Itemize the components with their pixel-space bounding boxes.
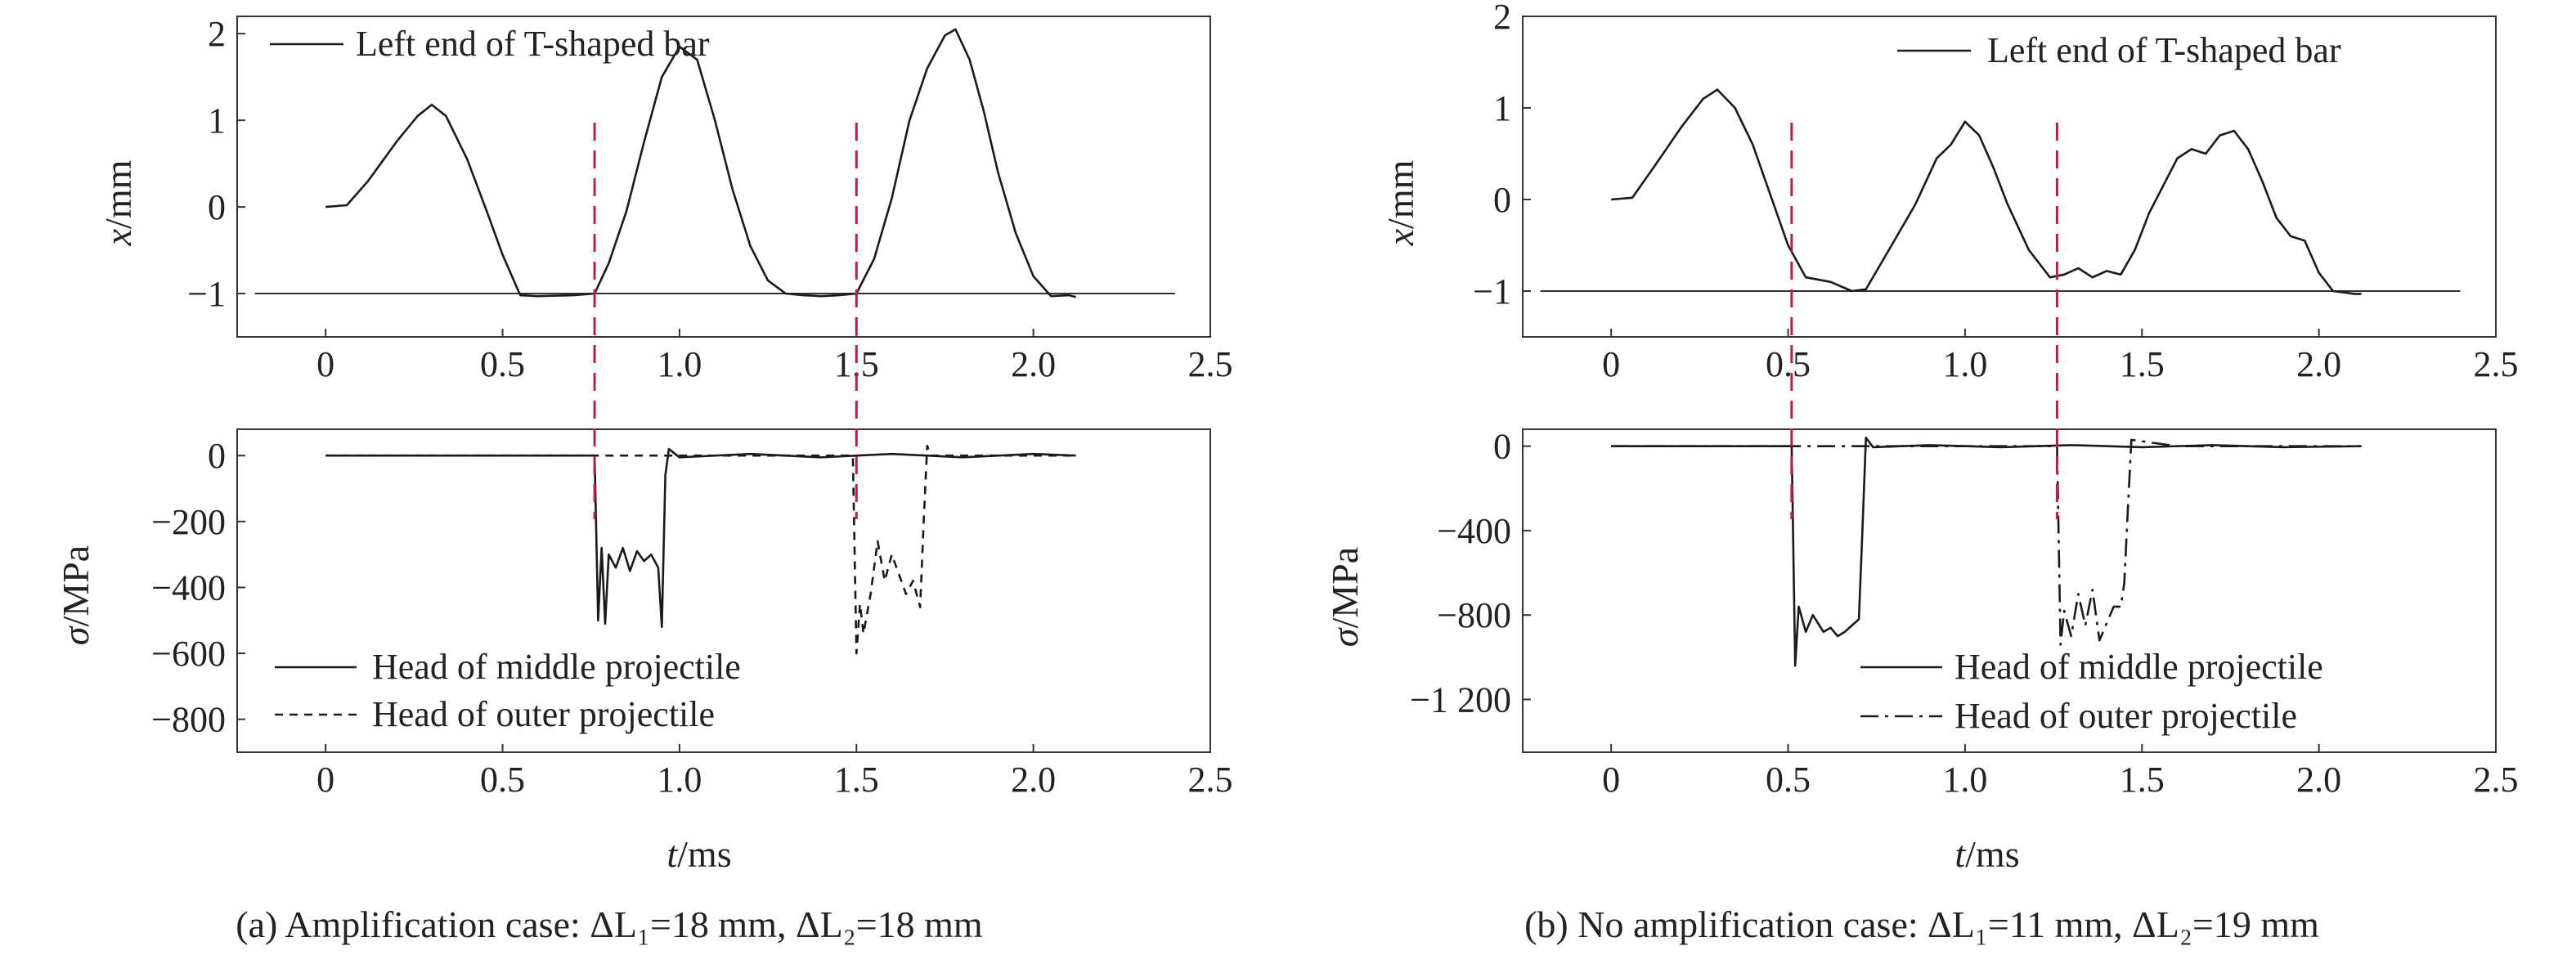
b-bottom-x-tick-label: 0.5 <box>1766 760 1811 800</box>
a-top-x-tick-label: 0.5 <box>480 344 525 384</box>
panel-a-bottom-legend-label-middle: Head of middle projectile <box>372 647 741 687</box>
a-top-x-tick-label: 1.0 <box>657 344 702 384</box>
b-bottom-frame <box>1522 428 2497 753</box>
a-bottom-x-tick-label: 0.5 <box>480 760 525 800</box>
a-bottom-series-2-line <box>325 444 1076 655</box>
a-top-x-tick-label: 2.5 <box>1188 344 1233 384</box>
panel-a-bottom-y-axis-label: σ/MPa <box>55 545 96 645</box>
a-top-x-tick-label: 0 <box>316 344 334 384</box>
b-top-y-tick-label: 1 <box>1493 88 1511 128</box>
a-top-y-tick-label: 2 <box>208 14 226 54</box>
a-bottom-y-tick-label: −800 <box>151 700 226 740</box>
a-bottom-y-tick-label: −400 <box>151 567 226 608</box>
panel-a-bottom-plot: 0 0.5 1.0 1.5 2.0 2.5 0 −200 −400 −600 −800 <box>151 428 1233 800</box>
b-bottom-x-tick-label: 2.0 <box>2296 760 2341 800</box>
panel-b-top: 0 0.5 1.0 1.5 2.0 2.5 −1 0 1 2 Left end of T-shap… <box>1380 0 2519 384</box>
panel-b-top-plot: 0 0.5 1.0 1.5 2.0 2.5 −1 0 1 2 <box>1473 0 2518 384</box>
b-top-y-tick-label: −1 <box>1473 271 1511 312</box>
a-bottom-x-tick-label: 0 <box>316 760 334 800</box>
a-bottom-frame <box>236 428 1211 753</box>
panel-b-bottom-x-axis-label: t/ms <box>1954 833 2019 875</box>
panel-a-bottom-legend-label-outer: Head of outer projectile <box>372 694 715 734</box>
a-top-y-tick-label: −1 <box>187 274 226 314</box>
a-bottom-series-1-line <box>325 447 1076 629</box>
a-top-x-tick-label: 2.0 <box>1011 344 1056 384</box>
panel-a-top-y-axis-label: x/mm <box>97 159 139 246</box>
panel-b-bottom-plot: 0 0.5 1.0 1.5 2.0 2.5 0 −400 −800 −1 200 <box>1410 427 2518 800</box>
a-top-frame <box>236 16 1211 338</box>
a-bottom-y-tick-label: −600 <box>151 634 226 674</box>
b-top-x-tick-label: 2.0 <box>2296 344 2341 384</box>
panel-a-bottom: 0 0.5 1.0 1.5 2.0 2.5 0 −200 −400 −600 −800 Head o… <box>55 428 1233 875</box>
a-bottom-x-tick-label: 2.5 <box>1188 760 1233 800</box>
panel-b-bottom-legend-label-middle: Head of middle projectile <box>1954 647 2323 687</box>
b-bottom-x-tick-label: 0 <box>1602 760 1620 800</box>
a-top-y-tick-label: 1 <box>208 101 226 141</box>
b-bottom-x-tick-label: 1.5 <box>2120 760 2165 800</box>
b-bottom-x-tick-label: 2.5 <box>2474 760 2519 800</box>
b-top-y-tick-label: 0 <box>1493 180 1511 220</box>
a-bottom-x-tick-label: 1.5 <box>834 760 879 800</box>
b-top-x-tick-label: 0.5 <box>1766 344 1811 384</box>
panel-b-caption: (b) No amplification case: ΔL₁=11 mm, ΔL… <box>1524 903 2319 945</box>
b-bottom-series-2-line <box>1611 438 2362 646</box>
b-top-x-tick-label: 0 <box>1602 344 1620 384</box>
b-bottom-y-tick-label: −1 200 <box>1410 679 1511 720</box>
panel-a-top-legend-label: Left end of T-shaped bar <box>356 24 710 64</box>
panel-b-bottom-y-axis-label: σ/MPa <box>1324 547 1366 647</box>
panel-a-caption: (a) Amplification case: ΔL₁=18 mm, ΔL₂=1… <box>236 903 983 945</box>
b-top-x-tick-label: 1.0 <box>1942 344 1987 384</box>
panel-a-bottom-x-axis-label: t/ms <box>666 833 731 875</box>
b-top-x-tick-label: 1.5 <box>2120 344 2165 384</box>
panel-b-bottom-legend-label-outer: Head of outer projectile <box>1954 696 2297 736</box>
b-bottom-y-tick-label: −800 <box>1437 595 1511 635</box>
a-bottom-x-tick-label: 1.0 <box>657 760 702 800</box>
a-bottom-y-tick-label: −200 <box>151 502 226 542</box>
b-top-frame <box>1522 16 2497 338</box>
b-top-x-tick-label: 2.5 <box>2474 344 2519 384</box>
panel-b-bottom: 0 0.5 1.0 1.5 2.0 2.5 0 −400 −800 −1 200 Head of … <box>1324 427 2519 875</box>
b-top-series-1-line <box>1611 88 2362 295</box>
panel-b-top-legend-label: Left end of T-shaped bar <box>1987 30 2341 70</box>
b-bottom-y-tick-label: −400 <box>1437 511 1511 551</box>
b-bottom-y-tick-label: 0 <box>1493 427 1511 467</box>
b-bottom-series-1-line <box>1611 436 2362 667</box>
a-bottom-y-tick-label: 0 <box>208 436 226 476</box>
a-bottom-x-tick-label: 2.0 <box>1011 760 1056 800</box>
a-top-series-1-line <box>325 28 1076 298</box>
b-top-y-tick-label: 2 <box>1493 0 1511 37</box>
b-bottom-x-tick-label: 1.0 <box>1942 760 1987 800</box>
panel-b-top-y-axis-label: x/mm <box>1380 159 1421 246</box>
a-top-y-tick-label: 0 <box>208 187 226 227</box>
